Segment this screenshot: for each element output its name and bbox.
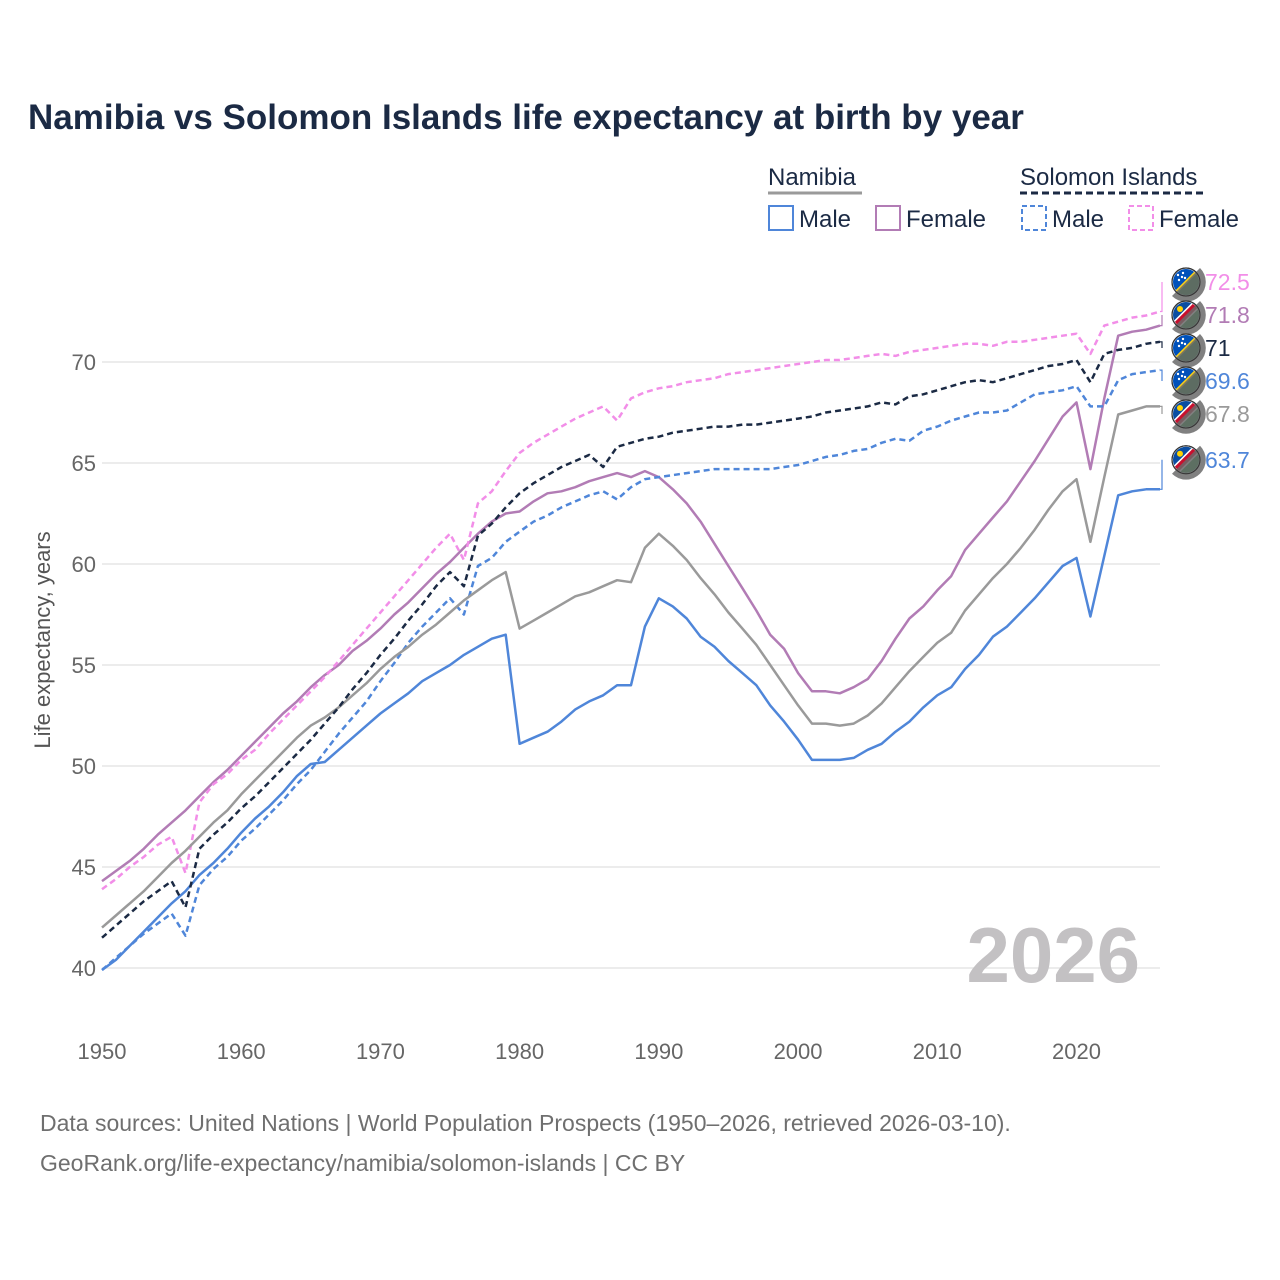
end-value-label: 69.6 — [1205, 368, 1250, 394]
x-tick-label: 1980 — [495, 1039, 544, 1064]
x-tick-label: 2000 — [774, 1039, 823, 1064]
flag-star — [1181, 271, 1185, 275]
y-tick-label: 50 — [72, 754, 96, 779]
flag-star — [1176, 372, 1180, 376]
solomon-islands-flag-icon — [1171, 366, 1206, 401]
flag-star — [1181, 370, 1185, 374]
series-line-namibia-total — [101, 405, 1160, 929]
end-label-connector — [1160, 459, 1163, 490]
series-line-solomon-islands-female — [101, 310, 1161, 891]
y-tick-label: 45 — [72, 855, 96, 880]
flag-star — [1176, 339, 1180, 343]
person-silhouette-icon — [1172, 301, 1206, 335]
flag-outline — [1171, 399, 1201, 429]
flag-star — [1177, 344, 1181, 348]
end-label-connector — [1160, 341, 1163, 348]
y-tick-label: 55 — [72, 653, 96, 678]
namibia-flag-icon — [1171, 445, 1206, 480]
flag-star — [1183, 276, 1187, 280]
series-line-namibia-female — [101, 324, 1161, 883]
legend-group-namibia: Namibia — [768, 164, 857, 191]
legend: Namibia Solomon Islands Male Female Male… — [768, 164, 1239, 233]
y-axis-label: Life expectancy, years — [30, 531, 55, 748]
person-silhouette-icon — [1172, 445, 1206, 480]
x-tick-label: 1990 — [634, 1039, 683, 1064]
x-tick-label: 1950 — [78, 1039, 127, 1064]
legend-swatch-namibia-female — [875, 205, 901, 231]
end-value-label: 63.7 — [1205, 447, 1250, 473]
end-value-label: 71.8 — [1205, 302, 1250, 328]
chart-title: Namibia vs Solomon Islands life expectan… — [28, 98, 1024, 137]
flag-star — [1180, 374, 1184, 378]
flag-star — [1180, 275, 1184, 279]
flag-star — [1181, 337, 1185, 341]
series-line-solomon-islands-male — [101, 368, 1161, 971]
y-axis: 40 45 50 55 60 65 70 — [72, 350, 96, 981]
x-axis: 1950 1960 1970 1980 1990 2000 2010 2020 — [78, 1039, 1101, 1064]
legend-label-solomon-female: Female — [1159, 206, 1239, 233]
footer-attribution: GeoRank.org/life-expectancy/namibia/solo… — [40, 1150, 685, 1176]
x-tick-label: 1960 — [217, 1039, 266, 1064]
flag-sun — [1177, 450, 1183, 457]
end-value-label: 67.8 — [1205, 401, 1250, 427]
legend-swatch-solomon-female — [1128, 205, 1154, 231]
flag-star — [1177, 278, 1181, 282]
legend-swatch-namibia-male — [768, 205, 794, 231]
flag-sun — [1177, 405, 1183, 411]
flag-outline — [1171, 333, 1201, 363]
flag-star — [1183, 375, 1187, 379]
end-label-connector — [1160, 405, 1163, 414]
legend-label-namibia-female: Female — [906, 206, 986, 233]
end-label-connector — [1160, 369, 1163, 381]
legend-label-solomon-male: Male — [1052, 206, 1104, 233]
x-tick-label: 2010 — [913, 1039, 962, 1064]
flag-sun — [1177, 306, 1183, 312]
y-tick-label: 65 — [72, 451, 96, 476]
year-watermark: 2026 — [966, 911, 1140, 999]
flag-star — [1177, 377, 1181, 381]
person-silhouette-icon — [1172, 334, 1206, 368]
solomon-islands-flag-icon — [1171, 333, 1206, 368]
solomon-islands-flag-icon — [1171, 267, 1206, 302]
flag-outline — [1171, 445, 1201, 475]
series-lines — [101, 310, 1161, 972]
footer-sources: Data sources: United Nations | World Pop… — [40, 1110, 1011, 1136]
legend-swatch-solomon-male — [1021, 205, 1047, 231]
end-value-label: 71 — [1205, 335, 1231, 361]
legend-group-solomon-islands: Solomon Islands — [1020, 164, 1197, 191]
flag-outline — [1171, 267, 1201, 297]
series-line-solomon-islands-total — [101, 340, 1161, 939]
gridlines — [102, 361, 1160, 969]
flag-star — [1183, 342, 1187, 346]
end-value-label: 72.5 — [1205, 269, 1250, 295]
person-silhouette-icon — [1172, 367, 1206, 401]
namibia-flag-icon — [1171, 399, 1206, 434]
flag-outline — [1171, 300, 1201, 330]
end-labels: 72.5 71.8 71 69.6 67.8 63.7 — [1160, 267, 1250, 490]
y-tick-label: 40 — [72, 956, 96, 981]
flag-star — [1176, 273, 1180, 277]
y-tick-label: 70 — [72, 350, 96, 375]
namibia-flag-icon — [1171, 300, 1206, 335]
y-tick-label: 60 — [72, 552, 96, 577]
end-label-connector — [1160, 315, 1163, 327]
person-silhouette-icon — [1172, 268, 1206, 302]
x-tick-label: 2020 — [1052, 1039, 1101, 1064]
series-line-namibia-male — [101, 488, 1160, 972]
flag-star — [1180, 341, 1184, 345]
x-tick-label: 1970 — [356, 1039, 405, 1064]
person-silhouette-icon — [1172, 400, 1206, 434]
legend-label-namibia-male: Male — [799, 206, 851, 233]
end-label-connector — [1160, 282, 1163, 313]
flag-outline — [1171, 366, 1201, 396]
